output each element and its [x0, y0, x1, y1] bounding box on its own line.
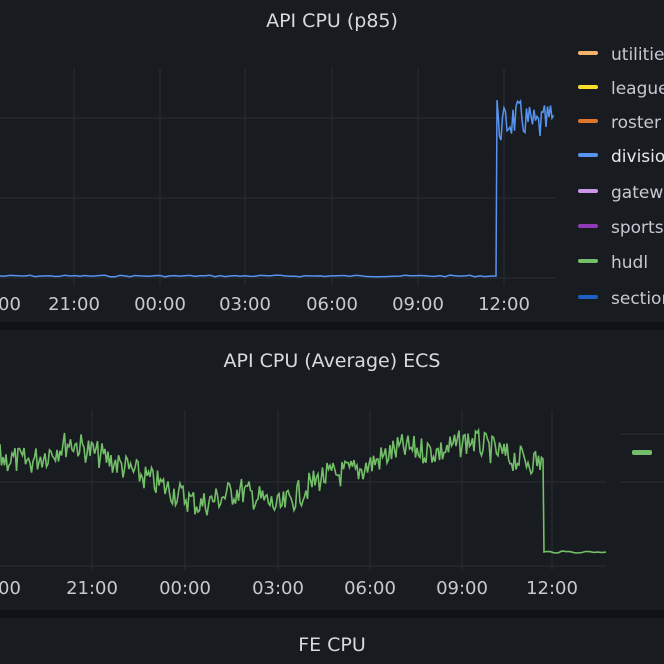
legend-label: sports [611, 218, 664, 238]
panel-api-cpu-average-ecs[interactable]: API CPU (Average) ECS 00 21:00 00:00 03:00 0… [0, 330, 664, 610]
legend-label: gateway [611, 183, 664, 203]
series-line-hudl [0, 427, 607, 554]
chart-api-cpu-p85: 00 21:00 00:00 03:00 06:00 09:00 12:00 [0, 68, 555, 315]
legend-item-gateway[interactable]: gateway [578, 183, 664, 205]
legend-swatch [578, 119, 598, 123]
legend-swatch [578, 259, 598, 263]
legend-label: utilities [611, 45, 664, 65]
legend-item-hudl[interactable]: hudl [578, 253, 664, 275]
x-tick-label: 09:00 [392, 294, 444, 315]
x-tick-label: 06:00 [344, 578, 396, 599]
legend-swatch-hudl[interactable] [632, 450, 652, 455]
series-line-division [0, 98, 555, 278]
legend-label: section [611, 289, 664, 309]
legend-item-division[interactable]: division [578, 147, 664, 169]
x-tick-label: 00 [0, 578, 21, 599]
legend-swatch [578, 295, 598, 299]
legend-swatch [578, 153, 598, 157]
chart-api-cpu-average-ecs: 00 21:00 00:00 03:00 06:00 09:00 12:00 [0, 410, 664, 599]
x-tick-label: 12:00 [526, 578, 578, 599]
legend-label: hudl [611, 253, 649, 273]
panel-title[interactable]: API CPU (Average) ECS [223, 350, 441, 372]
legend-swatch [578, 51, 598, 55]
x-tick-label: 06:00 [306, 294, 358, 315]
legend-item-section[interactable]: section [578, 289, 664, 311]
panel-fe-cpu[interactable]: FE CPU [0, 618, 664, 664]
legend-label: league [611, 79, 664, 99]
x-tick-label: 09:00 [436, 578, 488, 599]
panel-title[interactable]: FE CPU [298, 634, 366, 656]
x-tick-label: 03:00 [252, 578, 304, 599]
x-tick-label: 03:00 [219, 294, 271, 315]
legend-item-sports[interactable]: sports [578, 218, 664, 240]
legend-swatch [578, 224, 598, 228]
x-tick-label: 00 [0, 294, 21, 315]
legend-item-roster[interactable]: roster [578, 113, 664, 135]
x-tick-label: 21:00 [66, 578, 118, 599]
x-tick-label: 21:00 [48, 294, 100, 315]
legend-item-utilities[interactable]: utilities [578, 45, 664, 67]
x-tick-label: 00:00 [159, 578, 211, 599]
x-tick-label: 12:00 [478, 294, 530, 315]
legend: utilities league roster division gateway spor… [572, 40, 664, 320]
legend-label: division [611, 147, 664, 167]
legend-swatch [578, 189, 598, 193]
legend-swatch [578, 85, 598, 89]
panel-title[interactable]: API CPU (p85) [266, 10, 398, 32]
panel-api-cpu-p85[interactable]: API CPU (p85) 00 21:00 00:00 03:00 06:00 09:0… [0, 0, 664, 322]
legend-item-league[interactable]: league [578, 79, 664, 101]
legend-label: roster [611, 113, 661, 133]
x-tick-label: 00:00 [134, 294, 186, 315]
